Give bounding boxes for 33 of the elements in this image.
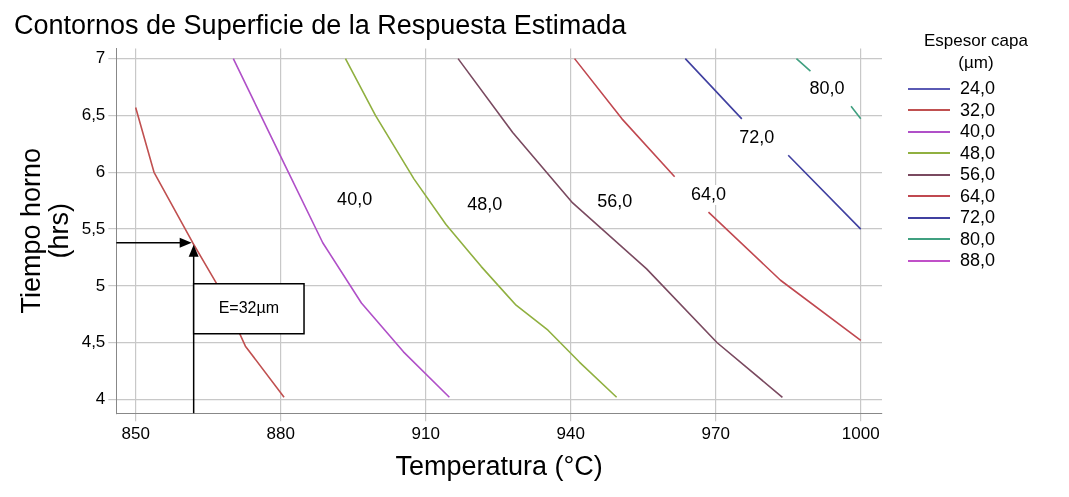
legend-label: 64,0 <box>960 185 996 207</box>
y-tick-label: 5 <box>95 275 106 295</box>
x-tick-label: 940 <box>556 424 585 444</box>
annotation: 80,0 <box>809 78 845 99</box>
legend-label: 80,0 <box>960 228 996 250</box>
annotation: 72,0 <box>739 127 775 148</box>
x-tick-label: 850 <box>121 424 150 444</box>
annotation: 64,0 <box>690 183 726 204</box>
legend-label: 32,0 <box>960 99 996 121</box>
legend-label: 72,0 <box>960 207 996 229</box>
y-tick-label: 6 <box>95 161 106 181</box>
legend-label: 40,0 <box>960 121 996 143</box>
y-tick-label: 7 <box>95 48 106 68</box>
x-tick-label: 1000 <box>841 424 880 444</box>
x-axis-title: Temperatura (°C) <box>395 451 603 482</box>
x-tick-label: 970 <box>701 424 730 444</box>
legend-title: Espesor capa (µm) <box>923 30 1029 74</box>
legend-label: 24,0 <box>960 78 996 100</box>
x-tick-label: 880 <box>266 424 295 444</box>
legend-label: 48,0 <box>960 142 996 164</box>
annotation: 40,0 <box>337 188 373 209</box>
x-tick-label: 910 <box>411 424 440 444</box>
y-tick-label: 4,5 <box>81 332 106 352</box>
y-tick-label: 4 <box>95 389 106 409</box>
annotation: 56,0 <box>597 190 633 211</box>
annotation: E=32µm <box>218 299 280 317</box>
y-axis-title: Tiempo horno (hrs) <box>15 148 74 314</box>
legend-label: 88,0 <box>960 250 996 272</box>
chart-title: Contornos de Superficie de la Respuesta Estimada <box>14 9 628 40</box>
annotation: 48,0 <box>467 194 503 215</box>
y-tick-label: 6,5 <box>81 105 106 125</box>
legend-label: 56,0 <box>960 164 996 186</box>
y-tick-label: 5,5 <box>81 218 106 238</box>
